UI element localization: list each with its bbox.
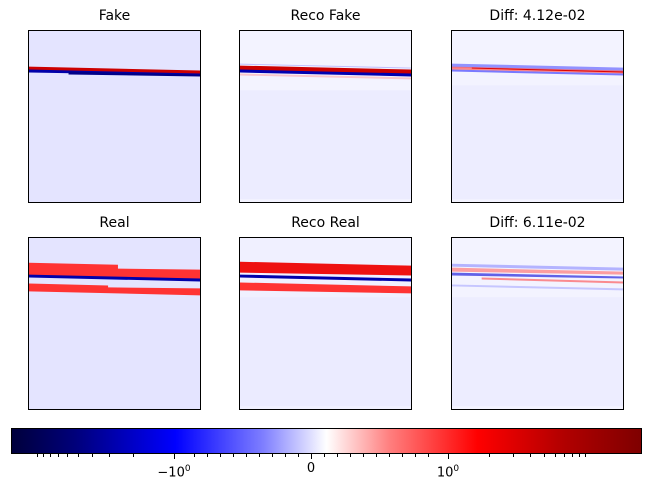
colorbar-minor-tick <box>37 454 38 457</box>
heatmap-real <box>28 237 201 410</box>
colorbar-minor-tick <box>233 454 234 457</box>
heatmap-diff-real <box>451 237 624 410</box>
colorbar-major-tick <box>174 454 175 459</box>
panel-title-reco-fake: Reco Fake <box>290 8 361 24</box>
colorbar-minor-tick <box>585 454 586 457</box>
colorbar-minor-tick <box>337 454 338 457</box>
tick-base: −10 <box>157 465 185 481</box>
heatmap-reco-real <box>239 237 412 410</box>
colorbar-minor-tick <box>363 454 364 457</box>
panel-title-real: Real <box>99 215 130 231</box>
colorbar-minor-tick <box>402 454 403 457</box>
colorbar-minor-tick <box>133 454 134 457</box>
colorbar-tick-label-zero: 0 <box>307 461 315 477</box>
colorbar-minor-tick <box>67 454 68 457</box>
colorbar-minor-tick <box>544 454 545 457</box>
colorbar-tick-label-pos: 100 <box>437 461 459 481</box>
colorbar-minor-tick <box>92 454 93 457</box>
colorbar-minor-tick <box>513 454 514 457</box>
colorbar-minor-tick <box>530 454 531 457</box>
colorbar-minor-tick <box>415 454 416 457</box>
colorbar-minor-tick <box>572 454 573 457</box>
heatmap-reco-fake <box>239 30 412 203</box>
colorbar-minor-tick <box>109 454 110 457</box>
colorbar-minor-tick <box>50 454 51 457</box>
heatmap-diff-fake <box>451 30 624 203</box>
colorbar-minor-tick <box>194 454 195 457</box>
colorbar-major-tick <box>448 454 449 459</box>
colorbar-minor-tick <box>43 454 44 457</box>
tick-exponent: 0 <box>184 464 191 474</box>
panel-title-diff-real: Diff: 6.11e-02 <box>489 215 586 231</box>
colorbar-minor-tick <box>220 454 221 457</box>
heatmap-fake <box>28 30 201 203</box>
colorbar-minor-tick <box>350 454 351 457</box>
colorbar-minor-tick <box>259 454 260 457</box>
panel-title-diff-fake: Diff: 4.12e-02 <box>489 8 586 24</box>
colorbar-minor-tick <box>376 454 377 457</box>
colorbar-minor-tick <box>555 454 556 457</box>
colorbar-minor-tick <box>489 454 490 457</box>
tick-base: 10 <box>436 465 454 481</box>
colorbar-tick-label-neg: −100 <box>157 461 190 481</box>
panel-title-reco-real: Reco Real <box>291 215 360 231</box>
colorbar-minor-tick <box>246 454 247 457</box>
tick-base: 0 <box>306 461 316 476</box>
panel-title-fake: Fake <box>98 8 131 24</box>
colorbar-minor-tick <box>389 454 390 457</box>
colorbar-minor-tick <box>285 454 286 457</box>
colorbar-minor-tick <box>58 454 59 457</box>
colorbar-minor-tick <box>324 454 325 457</box>
tick-exponent: 0 <box>453 464 460 474</box>
colorbar-major-tick <box>311 454 312 459</box>
colorbar-minor-tick <box>579 454 580 457</box>
colorbar-minor-tick <box>272 454 273 457</box>
colorbar-minor-tick <box>78 454 79 457</box>
colorbar-minor-tick <box>564 454 565 457</box>
colorbar-minor-tick <box>298 454 299 457</box>
colorbar-minor-tick <box>428 454 429 457</box>
colorbar-minor-tick <box>207 454 208 457</box>
colorbar <box>11 428 642 454</box>
